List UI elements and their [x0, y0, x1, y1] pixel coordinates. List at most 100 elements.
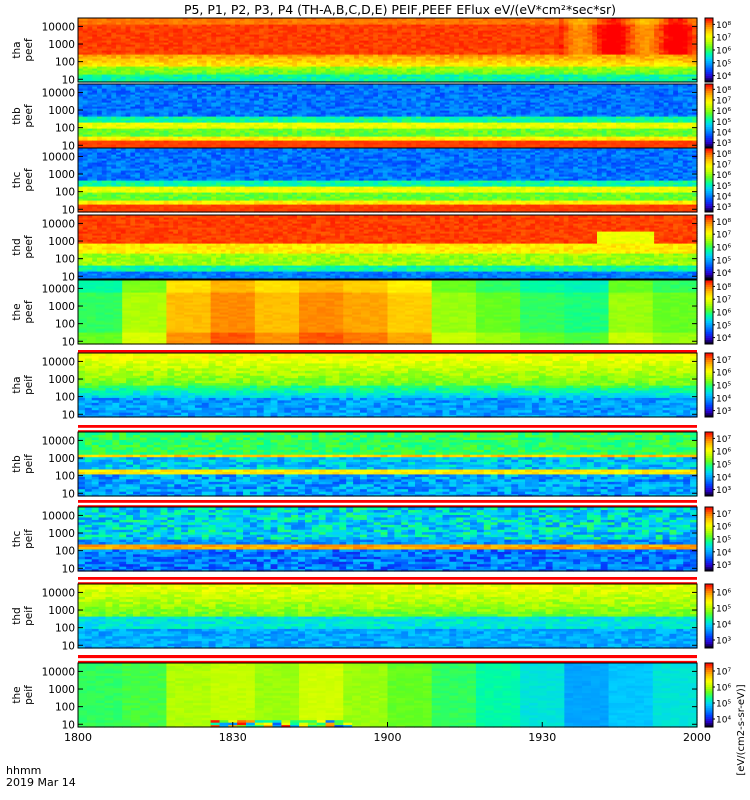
- heatmap-cell: [158, 62, 165, 65]
- heatmap-cell: [297, 56, 303, 59]
- heatmap-cell: [411, 80, 417, 83]
- heatmap-cell: [206, 68, 212, 71]
- heatmap-cell: [482, 74, 489, 77]
- heatmap-cell: [392, 72, 398, 75]
- heatmap-cell: [449, 32, 455, 35]
- heatmap-cell: [339, 66, 346, 69]
- heatmap-cell: [306, 74, 312, 77]
- heatmap-cell: [544, 66, 550, 69]
- heatmap-cell: [463, 68, 470, 71]
- heatmap-cell: [282, 58, 289, 61]
- heatmap-cell: [363, 26, 370, 29]
- heatmap-cell: [530, 66, 536, 69]
- heatmap-cell: [101, 72, 108, 75]
- heatmap-cell: [330, 74, 336, 77]
- heatmap-cell: [344, 28, 351, 31]
- heatmap-cell: [525, 66, 531, 69]
- heatmap-cell: [297, 70, 303, 73]
- heatmap-cell: [282, 34, 289, 37]
- heatmap-cell: [330, 56, 336, 59]
- heatmap-cell: [201, 38, 208, 41]
- heatmap-cell: [501, 42, 508, 45]
- heatmap-cell: [430, 68, 436, 71]
- heatmap-cell: [320, 78, 327, 81]
- heatmap-cell: [168, 52, 174, 55]
- heatmap-cell: [387, 72, 393, 75]
- heatmap-cell: [197, 50, 203, 53]
- heatmap-cell: [487, 18, 493, 21]
- heatmap-cell: [177, 56, 184, 59]
- heatmap-cell: [468, 28, 474, 31]
- heatmap-cell: [425, 22, 431, 25]
- heatmap-cell: [349, 48, 355, 51]
- heatmap-cell: [306, 80, 312, 83]
- heatmap-cell: [430, 34, 436, 37]
- heatmap-cell: [135, 24, 141, 27]
- heatmap-cell: [268, 22, 274, 25]
- heatmap-cell: [201, 56, 208, 59]
- heatmap-cell: [330, 46, 336, 49]
- heatmap-cell: [344, 70, 351, 73]
- heatmap-cell: [168, 62, 174, 65]
- heatmap-cell: [120, 80, 127, 83]
- heatmap-cell: [501, 80, 508, 83]
- heatmap-cell: [420, 22, 427, 25]
- heatmap-cell: [406, 42, 412, 45]
- heatmap-cell: [182, 36, 189, 39]
- heatmap-cell: [211, 62, 217, 65]
- heatmap-cell: [506, 40, 512, 43]
- heatmap-cell: [382, 22, 389, 25]
- heatmap-cell: [539, 52, 546, 55]
- heatmap-cell: [244, 32, 251, 35]
- heatmap-cell: [325, 46, 331, 49]
- heatmap-cell: [377, 28, 384, 31]
- heatmap-cell: [439, 66, 446, 69]
- heatmap-cell: [520, 54, 527, 57]
- heatmap-cell: [230, 36, 236, 39]
- heatmap-cell: [401, 78, 408, 81]
- heatmap-cell: [154, 56, 160, 59]
- heatmap-cell: [78, 54, 84, 57]
- heatmap-cell: [263, 36, 270, 39]
- heatmap-cell: [297, 80, 303, 83]
- heatmap-cell: [420, 44, 427, 47]
- heatmap-cell: [301, 54, 308, 57]
- heatmap-cell: [163, 26, 170, 29]
- heatmap-cell: [239, 68, 246, 71]
- heatmap-cell: [106, 48, 112, 51]
- heatmap-cell: [320, 36, 327, 39]
- heatmap-cell: [511, 80, 517, 83]
- heatmap-cell: [473, 48, 479, 51]
- heatmap-cell: [487, 26, 493, 29]
- heatmap-cell: [273, 60, 279, 63]
- heatmap-cell: [163, 18, 170, 21]
- heatmap-cell: [125, 22, 131, 25]
- heatmap-cell: [497, 36, 503, 39]
- heatmap-cell: [339, 24, 346, 27]
- heatmap-cell: [525, 48, 531, 51]
- heatmap-cell: [273, 52, 279, 55]
- heatmap-cell: [149, 52, 155, 55]
- heatmap-cell: [173, 18, 179, 21]
- heatmap-cell: [339, 78, 346, 81]
- heatmap-cell: [401, 76, 408, 79]
- heatmap-cell: [273, 24, 279, 27]
- heatmap-cell: [354, 44, 360, 47]
- heatmap-cell: [311, 32, 317, 35]
- heatmap-cell: [87, 74, 93, 77]
- heatmap-cell: [435, 68, 441, 71]
- heatmap-cell: [78, 32, 84, 35]
- heatmap-cell: [292, 76, 298, 79]
- heatmap-cell: [401, 48, 408, 51]
- heatmap-cell: [116, 44, 122, 47]
- heatmap-cell: [501, 46, 508, 49]
- heatmap-cell: [230, 60, 236, 63]
- heatmap-cell: [349, 18, 355, 21]
- heatmap-cell: [373, 50, 379, 53]
- heatmap-cell: [477, 40, 484, 43]
- heatmap-cell: [297, 20, 303, 23]
- heatmap-cell: [530, 38, 536, 41]
- heatmap-cell: [111, 54, 117, 57]
- heatmap-cell: [106, 22, 112, 25]
- heatmap-cell: [439, 54, 446, 57]
